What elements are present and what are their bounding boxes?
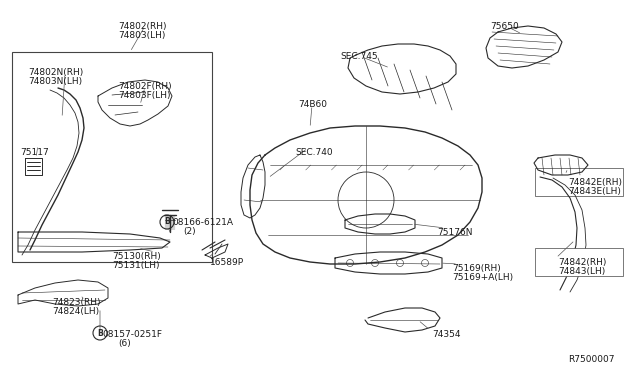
Text: 75117: 75117 [20, 148, 49, 157]
Bar [12, 52, 212, 262]
Text: (2): (2) [183, 227, 196, 236]
Text: 75130(RH): 75130(RH) [112, 252, 161, 261]
Text: SEC.740: SEC.740 [295, 148, 333, 157]
Text: 08166-6121A: 08166-6121A [172, 218, 233, 227]
Text: 74823(RH): 74823(RH) [52, 298, 100, 307]
Text: 08157-0251F: 08157-0251F [102, 330, 162, 339]
Bar [535, 248, 623, 276]
Text: SEC.745: SEC.745 [340, 52, 378, 61]
Text: 75169(RH): 75169(RH) [452, 264, 500, 273]
Text: 75169+A(LH): 75169+A(LH) [452, 273, 513, 282]
Text: (6): (6) [118, 339, 131, 348]
Text: 74842(RH): 74842(RH) [558, 258, 606, 267]
Text: 74803(LH): 74803(LH) [118, 31, 165, 40]
Text: 74B60: 74B60 [298, 100, 327, 109]
Text: R7500007: R7500007 [568, 355, 614, 364]
Text: 74843E(LH): 74843E(LH) [568, 187, 621, 196]
Text: 74824(LH): 74824(LH) [52, 307, 99, 316]
Text: 75650: 75650 [490, 22, 519, 31]
Text: 74843(LH): 74843(LH) [558, 267, 605, 276]
Bar [535, 168, 623, 196]
Text: 74802F(RH): 74802F(RH) [118, 82, 172, 91]
Text: 74803N(LH): 74803N(LH) [28, 77, 82, 86]
Text: 74802N(RH): 74802N(RH) [28, 68, 83, 77]
Text: 74802(RH): 74802(RH) [118, 22, 166, 31]
Text: 74842E(RH): 74842E(RH) [568, 178, 622, 187]
Text: 75131(LH): 75131(LH) [112, 261, 159, 270]
Text: 74803F(LH): 74803F(LH) [118, 91, 170, 100]
Text: 74354: 74354 [432, 330, 461, 339]
Text: 75176N: 75176N [437, 228, 472, 237]
Text: 16589P: 16589P [210, 258, 244, 267]
Text: B: B [164, 218, 170, 227]
Text: B: B [97, 328, 103, 337]
